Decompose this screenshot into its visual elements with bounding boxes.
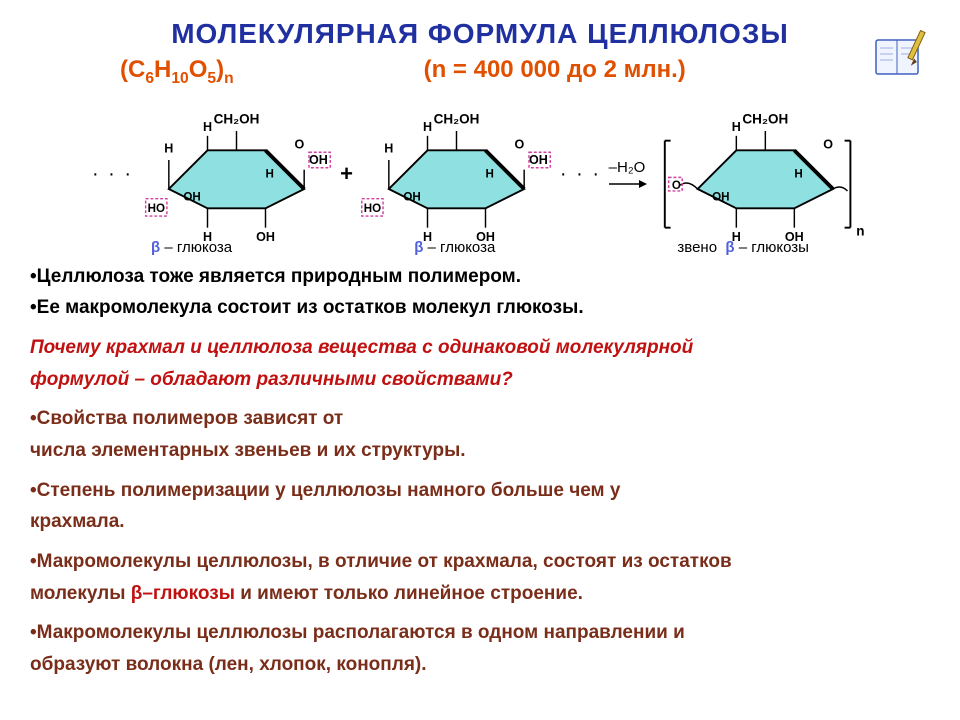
line-8: •Макромолекулы целлюлозы располагаются в… <box>30 620 930 646</box>
svg-text:H: H <box>384 141 393 155</box>
minus-h2o: –H₂O <box>609 159 646 176</box>
line-7b-pre: молекулы <box>30 583 131 604</box>
line-6: крахмала. <box>30 509 930 535</box>
content-text: •Целлюлоза тоже является природным полим… <box>30 264 930 678</box>
svg-text:CH₂OH: CH₂OH <box>742 111 788 126</box>
svg-text:OH: OH <box>256 230 275 244</box>
svg-text:H: H <box>732 120 741 134</box>
svg-text:O: O <box>514 137 524 151</box>
svg-text:H: H <box>164 141 173 155</box>
svg-text:OH: OH <box>785 230 804 244</box>
line-4: числа элементарных звеньев и их структур… <box>30 438 930 464</box>
line-9: образуют волокна (лен, хлопок, конопля). <box>30 652 930 678</box>
svg-text:OH: OH <box>476 230 495 244</box>
line-2: •Ее макромолекула состоит из остатков мо… <box>30 295 930 321</box>
line-7a: •Макромолекулы целлюлозы, в отличие от к… <box>30 549 930 575</box>
svg-text:H: H <box>423 230 432 244</box>
dots-left: · · · <box>92 163 133 186</box>
plus-sign: + <box>340 161 353 187</box>
svg-text:OH: OH <box>183 190 200 203</box>
notebook-icon <box>870 28 940 78</box>
svg-text:n: n <box>856 223 864 238</box>
line-7b-post: и имеют только линейное строение. <box>235 583 583 604</box>
svg-text:OH: OH <box>529 153 548 167</box>
glucose-ring-unit: n O CH₂OH O H H OH OH H <box>653 102 868 247</box>
svg-text:OH: OH <box>403 190 420 203</box>
line-1: •Целлюлоза тоже является природным полим… <box>30 264 930 290</box>
svg-text:HO: HO <box>364 202 381 215</box>
svg-text:H: H <box>203 120 212 134</box>
svg-text:OH: OH <box>309 153 328 167</box>
svg-text:CH₂OH: CH₂OH <box>214 111 260 126</box>
question-line-2: формулой – обладают различными свойствам… <box>30 367 930 393</box>
svg-text:O: O <box>295 137 305 151</box>
line-7b: молекулы β–глюкозы и имеют только линейн… <box>30 581 930 607</box>
svg-text:H: H <box>485 167 493 180</box>
line-3: •Свойства полимеров зависят от <box>30 406 930 432</box>
line-5: •Степень полимеризации у целлюлозы намно… <box>30 478 930 504</box>
subtitle-row: (C6H10O5)n (n = 400 000 до 2 млн.) <box>30 56 930 88</box>
svg-text:O: O <box>823 137 833 151</box>
svg-text:H: H <box>266 167 274 180</box>
molecular-formula: (C6H10O5)n <box>120 56 234 88</box>
n-range: (n = 400 000 до 2 млн.) <box>424 56 686 88</box>
svg-text:H: H <box>732 230 741 244</box>
slide-title: МОЛЕКУЛЯРНАЯ ФОРМУЛА ЦЕЛЛЮЛОЗЫ <box>30 18 930 50</box>
svg-text:O: O <box>672 179 681 192</box>
glucose-ring-2: CH₂OH O H H H OH OH OH H HO <box>359 102 554 247</box>
glucose-ring-1: CH₂OH O H H H OH OH OH H HO <box>139 102 334 247</box>
svg-text:OH: OH <box>712 190 729 203</box>
svg-text:H: H <box>203 230 212 244</box>
svg-text:HO: HO <box>148 202 165 215</box>
dots-mid: · · · <box>560 163 601 186</box>
line-7b-beta: β–глюкозы <box>131 583 235 604</box>
question-line-1: Почему крахмал и целлюлоза вещества с од… <box>30 335 930 361</box>
svg-text:H: H <box>794 167 802 180</box>
structural-diagram: · · · CH₂OH O H H H OH OH OH H HO + <box>30 92 930 257</box>
svg-text:CH₂OH: CH₂OH <box>434 111 480 126</box>
svg-text:H: H <box>423 120 432 134</box>
